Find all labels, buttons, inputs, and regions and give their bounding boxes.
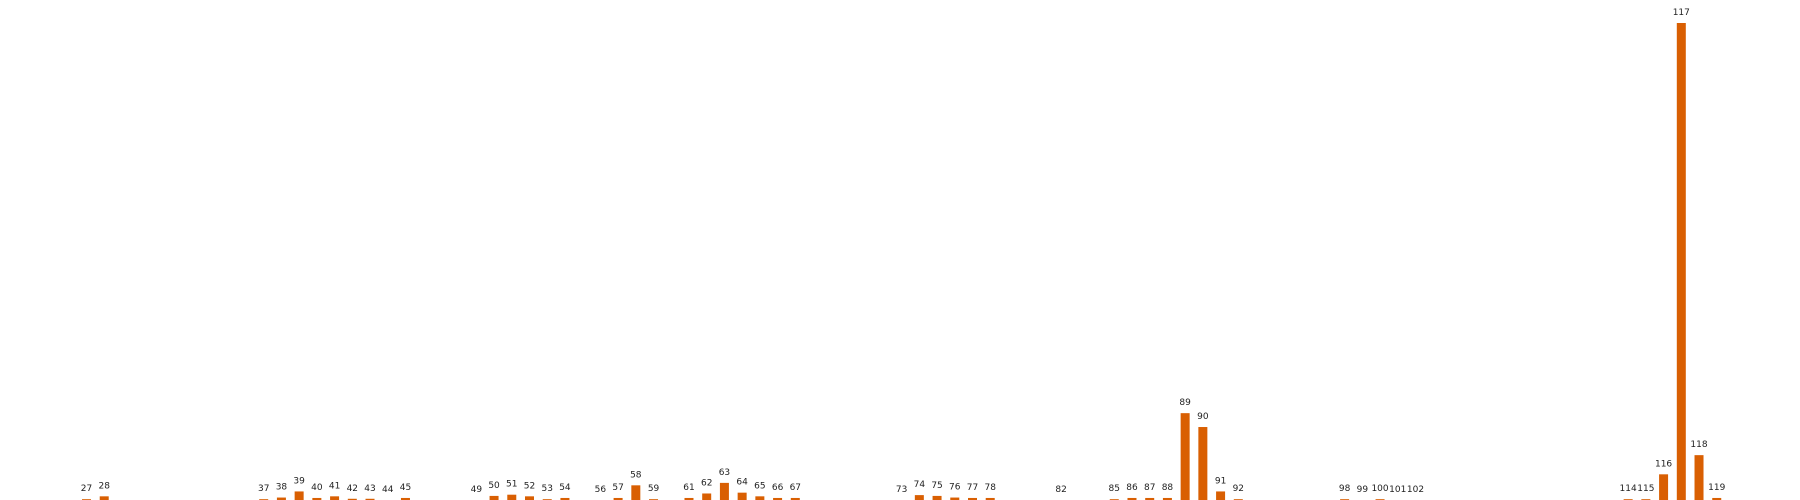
bar-label-56: 56	[595, 485, 607, 495]
bar-label-43: 43	[364, 484, 375, 494]
bar-label-52: 52	[524, 481, 535, 491]
bar-label-51: 51	[506, 480, 517, 490]
bar-28	[99, 496, 109, 500]
bar-label-88: 88	[1162, 483, 1174, 493]
bar-label-119: 119	[1708, 483, 1725, 493]
bar-label-28: 28	[98, 481, 110, 491]
bar-label-59: 59	[648, 484, 660, 494]
bar-40	[312, 497, 322, 500]
bar-116	[1659, 474, 1669, 500]
bar-label-90: 90	[1197, 412, 1209, 422]
bar-39	[294, 491, 304, 500]
bar-label-82: 82	[1055, 485, 1066, 495]
bar-118	[1694, 455, 1704, 500]
bar-label-66: 66	[772, 483, 784, 493]
bar-42	[347, 498, 357, 500]
bar-label-89: 89	[1179, 398, 1191, 408]
bar-label-40: 40	[311, 483, 323, 493]
bar-67	[790, 497, 800, 500]
bar-76	[950, 497, 960, 500]
bar-label-115: 115	[1637, 484, 1654, 494]
bar-61	[684, 497, 694, 500]
bar-label-98: 98	[1339, 484, 1351, 494]
bar-label-65: 65	[754, 481, 765, 491]
bar-label-50: 50	[488, 481, 500, 491]
bar-label-87: 87	[1144, 483, 1155, 493]
bar-label-62: 62	[701, 478, 712, 488]
bar-90	[1198, 427, 1208, 500]
bar-label-44: 44	[382, 485, 394, 495]
bar-86	[1127, 497, 1137, 500]
bar-label-101: 101	[1389, 485, 1406, 495]
bar-label-57: 57	[612, 483, 623, 493]
bar-38	[276, 497, 286, 500]
bar-label-61: 61	[683, 483, 694, 493]
bar-57	[613, 497, 623, 500]
bar-label-38: 38	[276, 483, 288, 493]
bar-66	[773, 497, 783, 500]
bar-label-41: 41	[329, 481, 340, 491]
bar-75	[932, 495, 942, 500]
bar-74	[914, 495, 924, 500]
bars-group	[82, 23, 1722, 500]
bar-45	[400, 497, 410, 500]
bar-label-76: 76	[949, 483, 961, 493]
bar-78	[985, 497, 995, 500]
bar-label-64: 64	[736, 478, 748, 488]
bar-label-49: 49	[471, 485, 483, 495]
bar-label-42: 42	[347, 484, 358, 494]
bar-58	[631, 485, 641, 500]
bar-label-63: 63	[719, 468, 730, 478]
bar-label-118: 118	[1690, 440, 1707, 450]
bar-64	[737, 492, 747, 500]
bar-label-116: 116	[1655, 459, 1672, 469]
bar-label-37: 37	[258, 484, 269, 494]
bar-65	[755, 496, 765, 500]
bar-label-74: 74	[914, 480, 926, 490]
bar-50	[489, 495, 499, 500]
bar-label-45: 45	[400, 483, 411, 493]
bar-label-75: 75	[931, 481, 942, 491]
bar-label-53: 53	[541, 484, 552, 494]
bar-63	[719, 482, 729, 500]
bar-91	[1216, 491, 1226, 500]
bar-label-117: 117	[1673, 8, 1690, 18]
bar-label-91: 91	[1215, 476, 1226, 486]
bar-label-99: 99	[1357, 485, 1369, 495]
bar-label-39: 39	[293, 476, 305, 486]
bar-label-78: 78	[984, 483, 996, 493]
bar-label-114: 114	[1620, 484, 1637, 494]
bar-label-73: 73	[896, 485, 907, 495]
bar-label-100: 100	[1371, 484, 1388, 494]
bar-label-102: 102	[1407, 485, 1424, 495]
bar-labels-group: 27 28 37 38 39 40 41 42 43 44 45 49 50 51 52 53 54 56 57 58…	[81, 8, 1726, 495]
bar-label-77: 77	[967, 483, 978, 493]
bar-label-58: 58	[630, 470, 642, 480]
bar-41	[330, 496, 340, 500]
bar-label-86: 86	[1126, 483, 1138, 493]
bar-52	[525, 496, 534, 500]
bar-43	[365, 498, 375, 500]
bar-88	[1162, 497, 1172, 500]
bar-87	[1145, 497, 1155, 500]
bar-label-54: 54	[559, 483, 571, 493]
bar-62	[702, 493, 712, 500]
bar-117	[1676, 23, 1686, 500]
bar-label-27: 27	[81, 484, 92, 494]
bar-label-85: 85	[1109, 484, 1120, 494]
bar-label-67: 67	[790, 483, 801, 493]
bar-54	[560, 497, 570, 500]
bar-89	[1180, 413, 1190, 500]
bar-77	[968, 497, 977, 500]
bar-label-92: 92	[1233, 484, 1244, 494]
bar-51	[507, 494, 517, 500]
bar-119	[1712, 497, 1722, 500]
